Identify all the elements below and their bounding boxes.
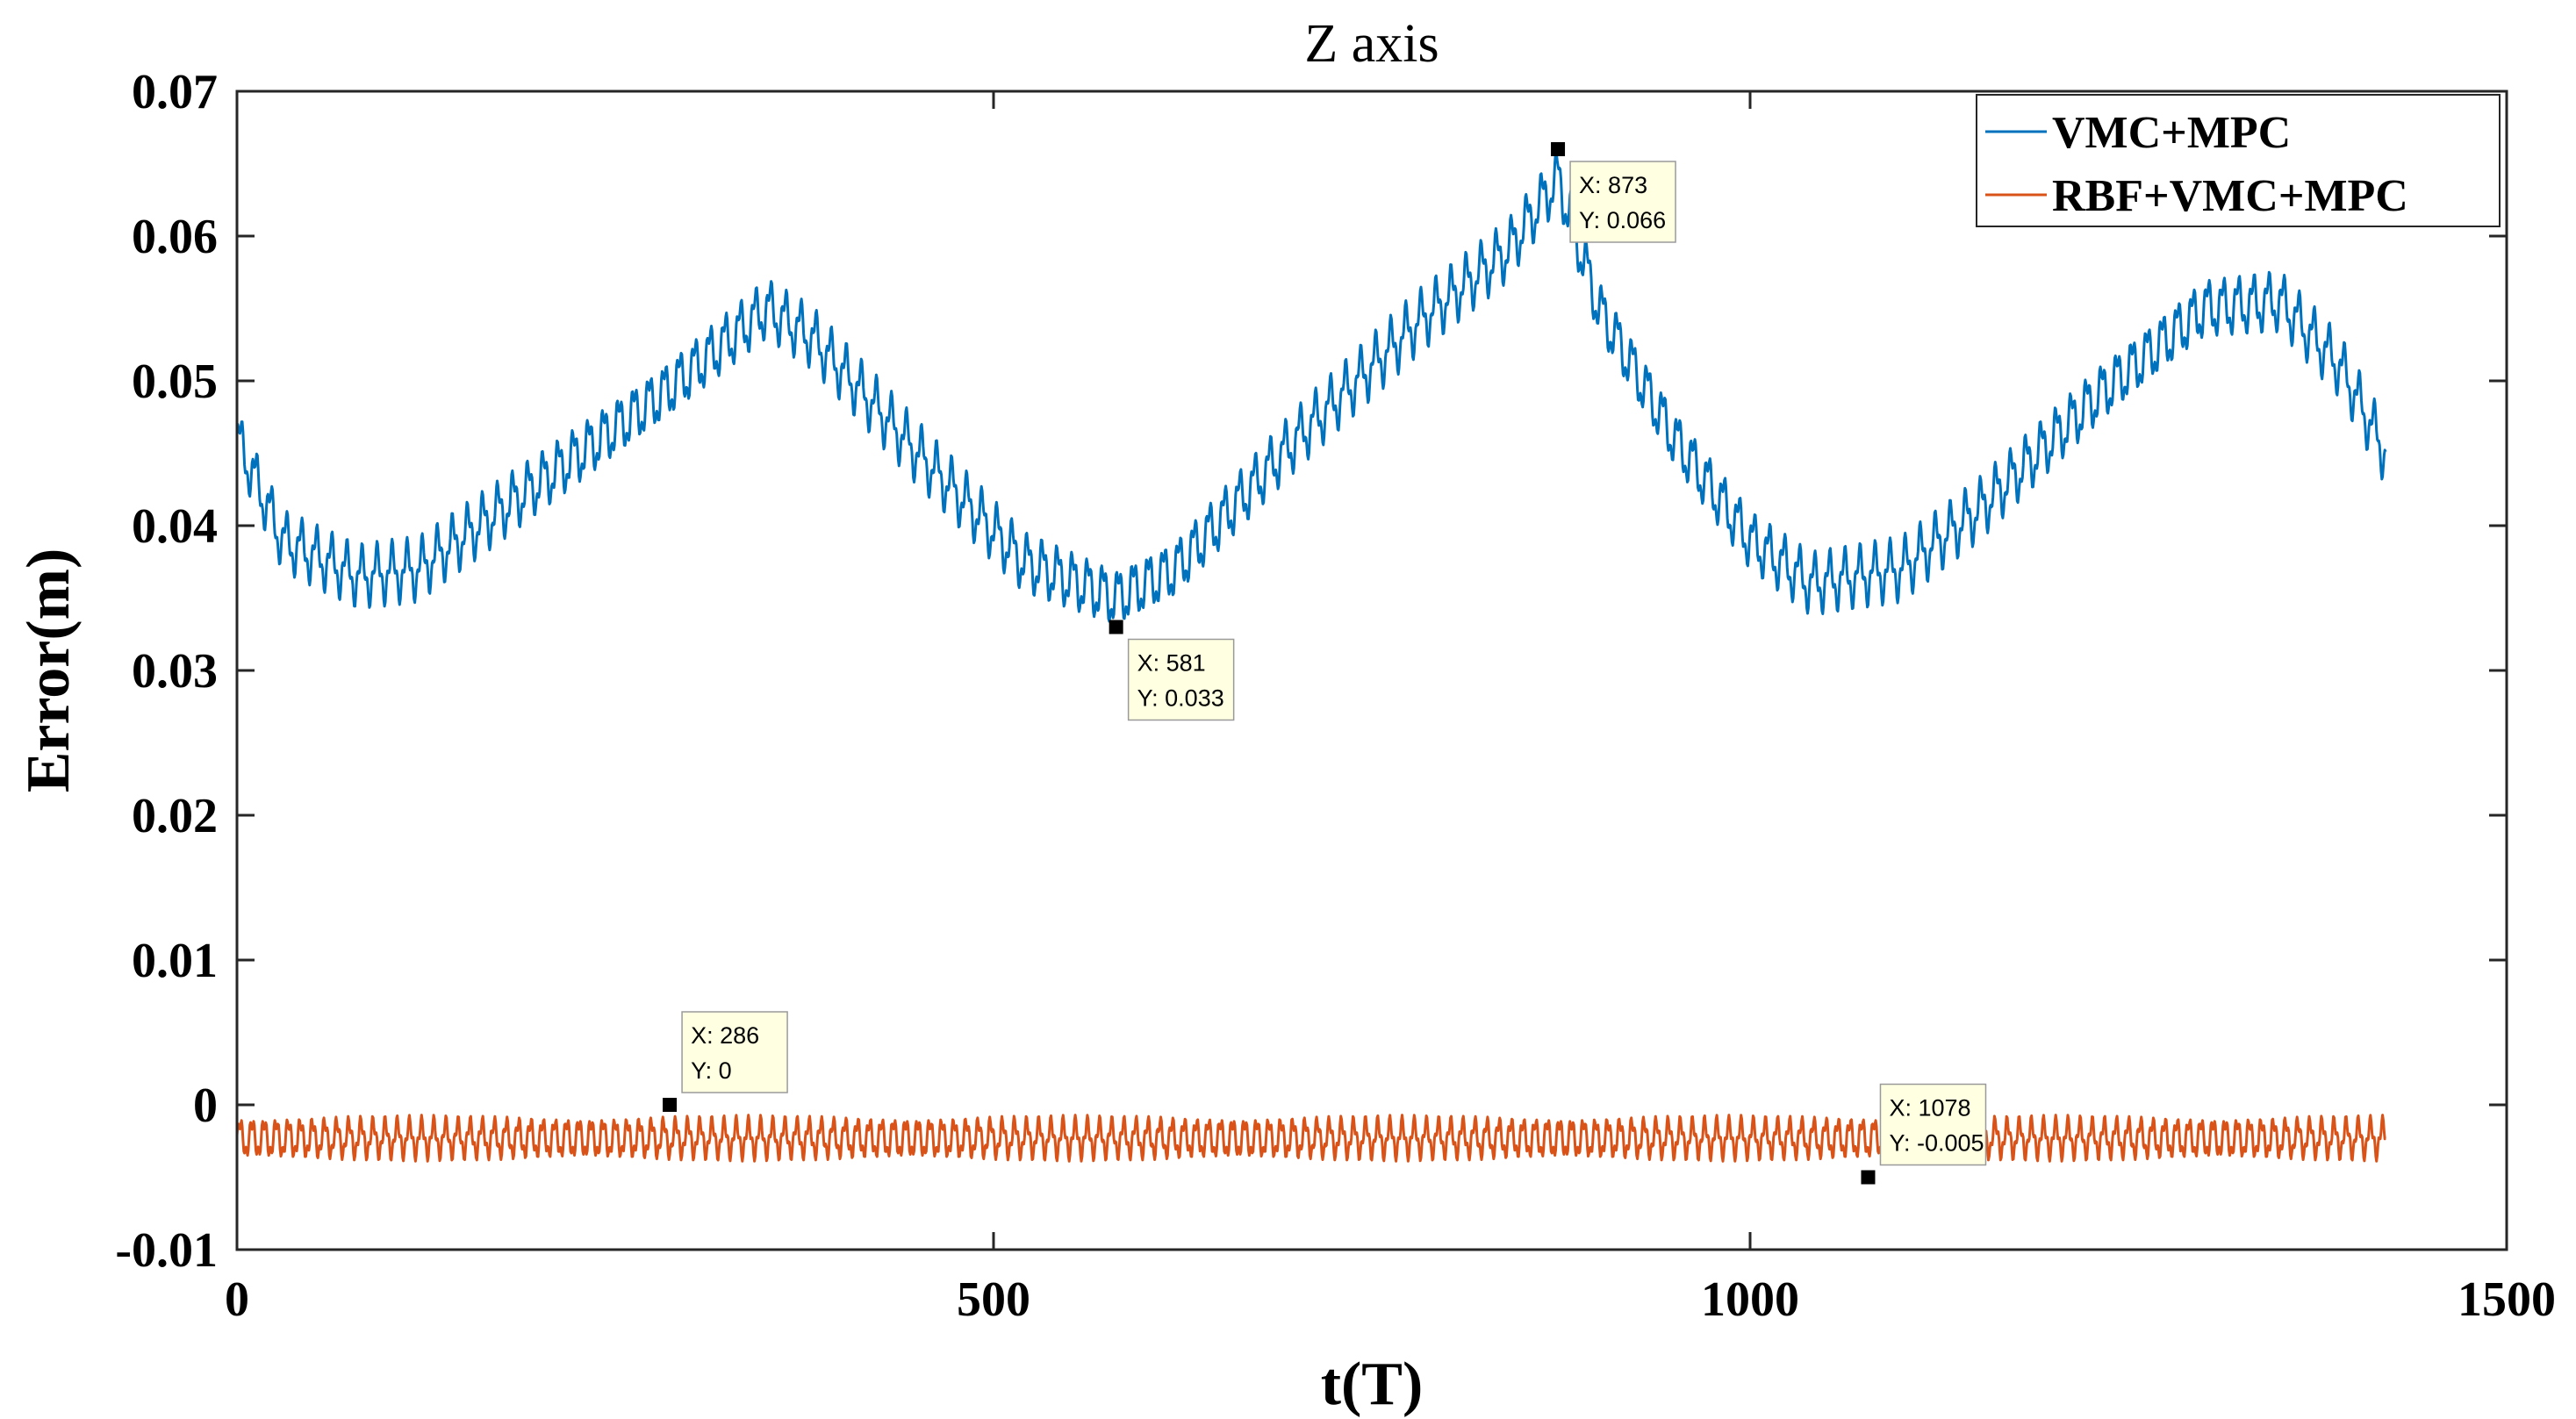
data-tip-box (1569, 161, 1676, 243)
data-tip-marker (1861, 1170, 1876, 1185)
y-tick-label: 0.05 (132, 355, 218, 409)
data-tip-marker (663, 1098, 678, 1112)
data-tips: X: 873 Y: 0.066 X: 581 Y: 0.033 X: 286 Y: 0 X:… (663, 142, 1987, 1185)
x-tick-label: 500 (957, 1272, 1030, 1327)
data-tip-x: X: 286 (691, 1022, 759, 1049)
data-tip-y: Y: 0 (691, 1057, 732, 1084)
data-tip-y: Y: 0.033 (1137, 685, 1224, 712)
data-tip-box (1127, 638, 1235, 721)
data-tip-x: X: 873 (1579, 172, 1647, 198)
legend-box (1976, 94, 2501, 227)
y-tick-label: 0.03 (132, 644, 218, 699)
chart-title: Z axis (1304, 14, 1439, 74)
y-axis-label: Error(m) (15, 548, 83, 793)
x-tick-label: 1500 (2458, 1272, 2556, 1327)
y-tick-label: 0.04 (132, 499, 218, 554)
series-line-rbf-vmc-mpc (235, 1114, 2386, 1163)
x-tick-label: 1000 (1701, 1272, 1799, 1327)
data-tip-marker (1551, 142, 1566, 156)
legend: VMC+MPC RBF+VMC+MPC (1976, 94, 2501, 227)
series-line-vmc-mpc (235, 151, 2387, 623)
y-tick-label: 0.07 (132, 65, 218, 119)
plot-lines (235, 151, 2387, 1163)
y-tick-label: 0 (193, 1079, 218, 1133)
data-tip-y: Y: 0.066 (1579, 207, 1666, 233)
y-tick-label: 0.06 (132, 210, 218, 264)
data-tip-box (681, 1011, 788, 1093)
data-tip-y: Y: -0.005 (1889, 1130, 1984, 1157)
axis-ticks: 0 500 1000 1500-0.0100.010.020.030.040.050.… (115, 65, 2556, 1327)
x-tick-label: 0 (225, 1272, 249, 1327)
data-tip-marker (1109, 620, 1123, 634)
data-tip-x: X: 1078 (1889, 1095, 1970, 1122)
data-tip-box (1879, 1083, 1987, 1166)
x-axis-label: t(T) (1321, 1351, 1424, 1418)
y-tick-label: 0.01 (132, 934, 218, 988)
legend-label: RBF+VMC+MPC (2052, 171, 2408, 221)
legend-label: VMC+MPC (2052, 108, 2291, 158)
data-tip-x: X: 581 (1137, 650, 1206, 677)
y-tick-label: 0.02 (132, 789, 218, 843)
y-tick-label: -0.01 (115, 1223, 218, 1278)
